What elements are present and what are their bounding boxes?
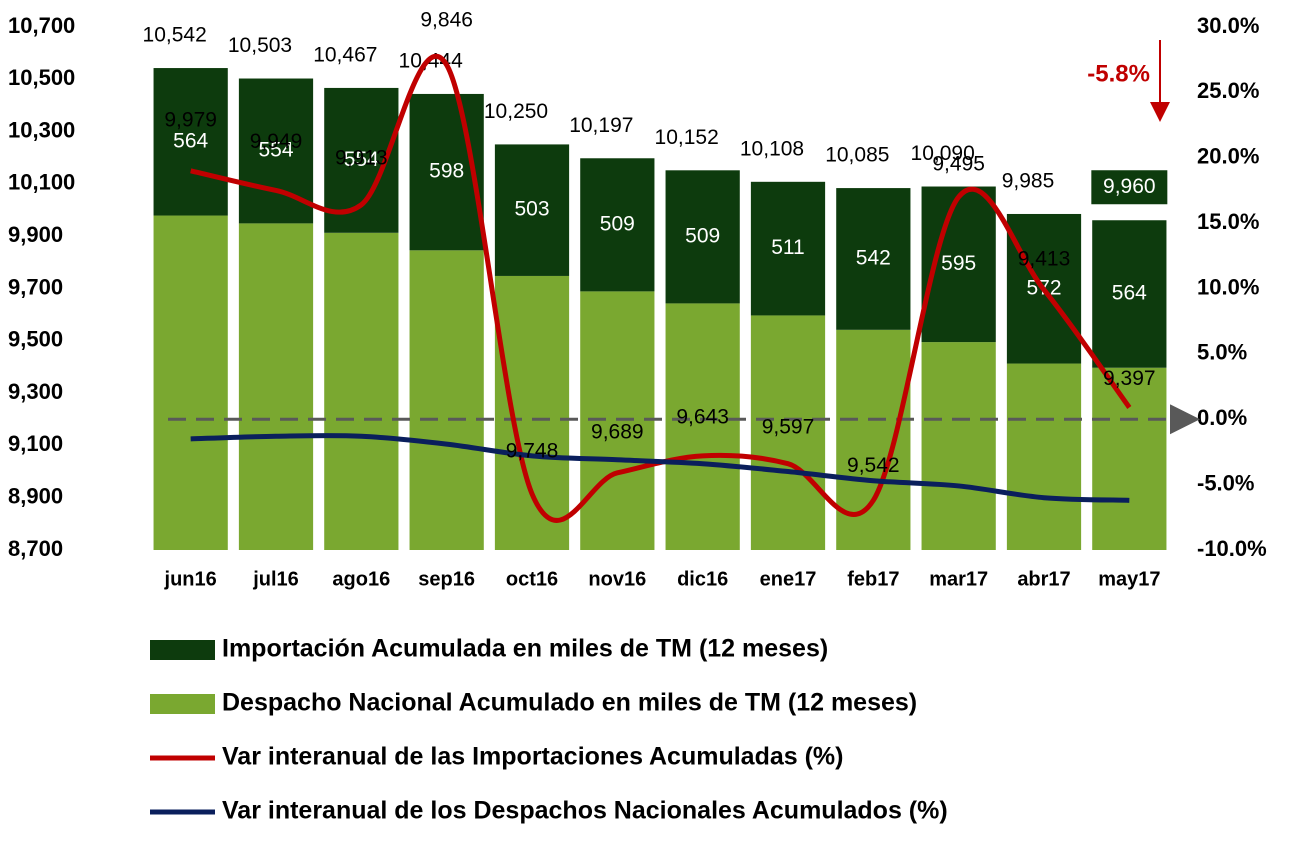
bar-segment	[1092, 367, 1167, 550]
y-tick-label: 10,700	[8, 13, 75, 38]
total-label: 10,085	[825, 144, 889, 167]
x-tick-label: nov16	[588, 568, 646, 590]
data-label: 503	[514, 198, 549, 221]
legend-swatch	[150, 640, 215, 660]
x-tick-label: abr17	[1017, 568, 1070, 590]
total-label: 10,152	[655, 126, 719, 149]
x-tick-label: jul16	[252, 568, 299, 590]
data-label: 509	[685, 224, 720, 247]
y2-tick-label: 0.0%	[1197, 405, 1247, 430]
x-tick-label: sep16	[418, 568, 475, 590]
data-label: 554	[258, 138, 293, 161]
data-label: 9,495	[932, 153, 985, 176]
y-tick-label: 9,300	[8, 379, 63, 404]
bar-segment	[494, 144, 570, 276]
legend-label: Var interanual de las Importaciones Acum…	[222, 743, 843, 771]
y2-tick-label: 5.0%	[1197, 340, 1247, 365]
data-label: 9,979	[164, 108, 217, 131]
y2-tick-label: 10.0%	[1197, 274, 1259, 299]
bar-segment	[153, 68, 228, 216]
y-tick-label: 9,100	[8, 431, 63, 456]
total-label: 9,985	[1002, 170, 1055, 193]
data-label: 564	[173, 129, 208, 152]
total-label: 10,467	[313, 43, 377, 66]
y-tick-label: 9,700	[8, 274, 63, 299]
y-tick-label: 10,500	[8, 65, 75, 90]
bar-segment	[921, 342, 996, 550]
bar-segment	[665, 303, 740, 550]
y-tick-label: 10,300	[8, 117, 75, 142]
x-tick-label: feb17	[847, 568, 899, 590]
x-tick-label: oct16	[506, 568, 558, 590]
bar-segment	[153, 215, 228, 550]
data-label: 9,413	[1018, 247, 1071, 270]
data-label: 9,949	[250, 130, 303, 153]
total-label: 10,197	[569, 114, 633, 137]
legend-label: Importación Acumulada en miles de TM (12…	[222, 635, 828, 663]
legend-swatch	[150, 694, 215, 714]
x-tick-label: may17	[1098, 568, 1160, 590]
data-label: 9,846	[420, 8, 473, 31]
bar-segment	[580, 158, 655, 292]
data-label: 511	[771, 236, 804, 259]
data-label: 542	[856, 246, 891, 269]
bar-segment	[836, 329, 911, 550]
bar-segment	[665, 170, 740, 304]
y-tick-label: 8,700	[8, 536, 63, 561]
bar-segment	[1092, 220, 1167, 368]
y2-tick-label: -5.0%	[1197, 470, 1254, 495]
bar-segment	[750, 315, 826, 550]
total-label: 9,960	[1103, 175, 1156, 198]
data-label: 595	[941, 252, 976, 275]
x-tick-label: ene17	[760, 568, 817, 590]
data-label: 9,748	[506, 439, 559, 462]
y-tick-label: 10,100	[8, 170, 75, 195]
legend-label: Var interanual de los Despachos Nacional…	[222, 797, 948, 825]
total-label: 10,503	[228, 34, 292, 57]
y2-tick-label: -10.0%	[1197, 536, 1267, 561]
data-label: 9,913	[335, 146, 388, 169]
data-label: 9,597	[762, 415, 815, 438]
bar-segment	[238, 223, 314, 550]
bar-segment	[836, 188, 911, 330]
data-label: 9,689	[591, 420, 644, 443]
total-label-box	[1091, 170, 1168, 205]
total-label: 10,542	[143, 24, 207, 47]
line-series	[190, 433, 1130, 503]
legend-label: Despacho Nacional Acumulado en miles de …	[222, 689, 917, 717]
data-label: 9,542	[847, 454, 900, 477]
data-label: 9,397	[1103, 367, 1156, 390]
y2-tick-label: 15.0%	[1197, 209, 1259, 234]
data-label: 509	[600, 212, 635, 235]
total-label: 10,090	[911, 142, 975, 165]
y-tick-label: 9,900	[8, 222, 63, 247]
data-label: 554	[344, 148, 379, 171]
total-label: 10,250	[484, 100, 548, 123]
bar-segment	[1006, 363, 1082, 550]
annotation: -5.8%	[1087, 60, 1150, 87]
x-tick-label: mar17	[929, 568, 988, 590]
total-label: 10,108	[740, 137, 804, 160]
bar-segment	[750, 181, 826, 316]
x-tick-label: dic16	[677, 568, 728, 590]
bar-segment	[324, 232, 399, 550]
y2-tick-label: 30.0%	[1197, 13, 1259, 38]
y-tick-label: 8,900	[8, 484, 63, 509]
y-tick-label: 9,500	[8, 327, 63, 352]
data-label: 564	[1112, 282, 1147, 305]
x-tick-label: ago16	[332, 568, 390, 590]
line-series	[190, 53, 1132, 523]
data-label: 9,643	[676, 405, 729, 428]
y2-tick-label: 25.0%	[1197, 78, 1259, 103]
data-label: 598	[429, 160, 464, 183]
y2-tick-label: 20.0%	[1197, 144, 1259, 169]
bar-segment	[494, 275, 570, 550]
bar-segment	[409, 250, 484, 551]
x-tick-label: jun16	[164, 568, 217, 590]
